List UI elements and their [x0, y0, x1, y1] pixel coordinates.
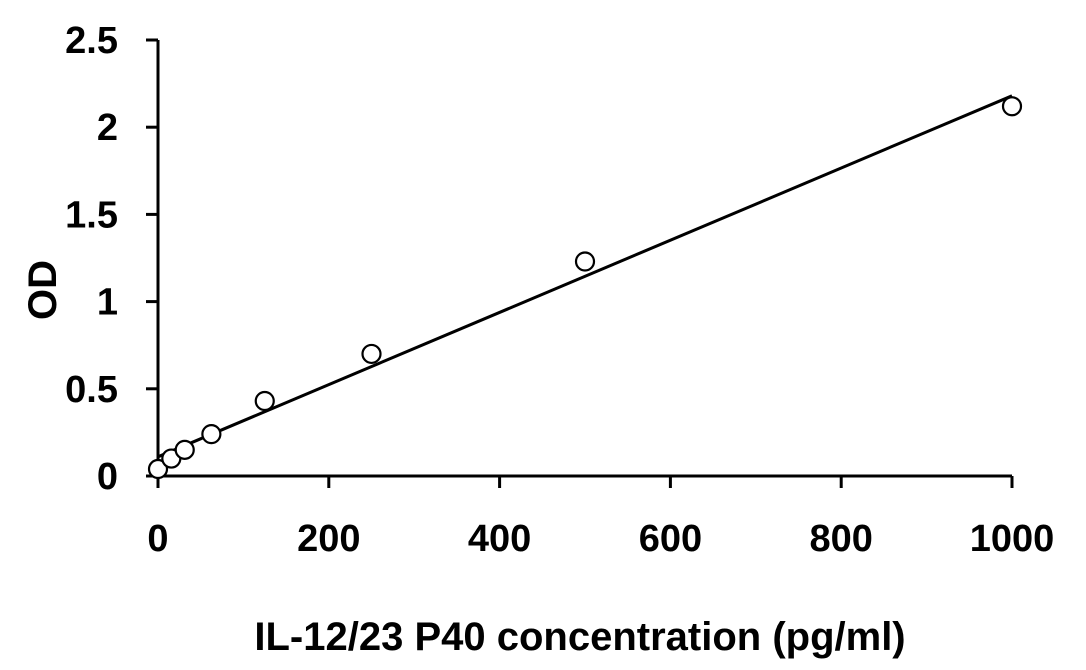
x-tick-label: 600: [639, 518, 702, 560]
x-tick-label: 400: [468, 518, 531, 560]
data-point: [574, 251, 596, 272]
data-point: [361, 343, 382, 365]
y-tick-label: 0: [97, 456, 118, 498]
y-tick-label: 2.5: [65, 20, 118, 62]
x-axis: 0 200 400 600 800 1000: [147, 474, 1055, 560]
x-tick-label: 0: [147, 518, 168, 560]
trendline: [157, 94, 1013, 459]
y-tick-label: 1.5: [65, 194, 118, 236]
y-tick-label: 2: [97, 107, 118, 149]
x-axis-title: IL-12/23 P40 concentration (pg/ml): [254, 615, 905, 659]
trendline-group: [157, 94, 1013, 459]
data-point: [254, 390, 275, 412]
y-tick-label: 0.5: [65, 369, 118, 411]
x-tick-label: 200: [297, 518, 360, 560]
x-tick-label: 1000: [970, 518, 1055, 560]
y-axis-title: OD: [21, 260, 65, 320]
data-points: [147, 96, 1023, 480]
data-point: [147, 458, 169, 480]
data-point: [201, 424, 222, 445]
y-tick-label: 1: [97, 282, 118, 324]
y-axis: 0 0.5 1 1.5 2 2.5: [65, 20, 160, 498]
data-point: [1001, 96, 1023, 117]
data-point: [174, 439, 195, 460]
x-tick-label: 800: [809, 518, 872, 560]
